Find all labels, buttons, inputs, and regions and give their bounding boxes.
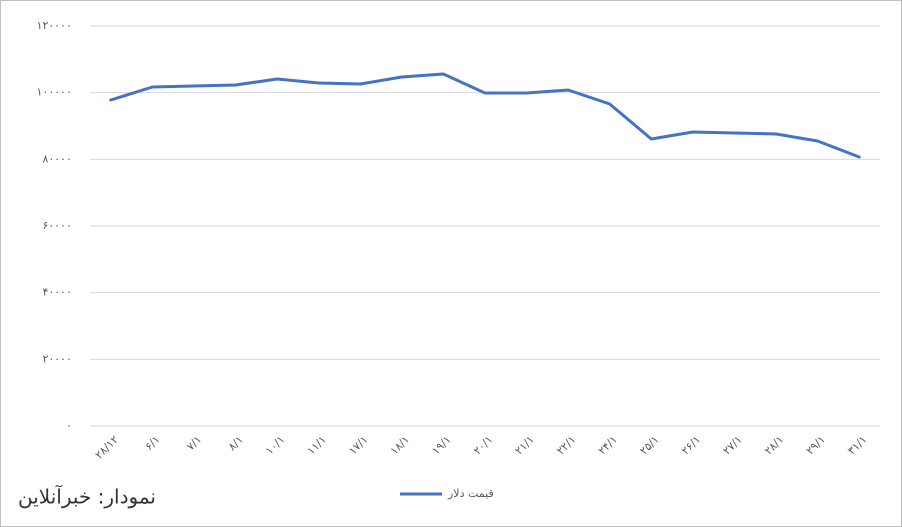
y-tick-label: ۱۲۰۰۰۰ xyxy=(37,19,72,32)
data-line xyxy=(109,72,861,159)
y-tick-label: ۶۰۰۰۰ xyxy=(42,219,72,232)
y-tick-label: ۰ xyxy=(66,419,72,432)
y-tick-label: ۲۰۰۰۰ xyxy=(42,352,72,365)
y-tick-label: ۸۰۰۰۰ xyxy=(42,152,72,165)
y-tick-label: ۱۰۰۰۰۰ xyxy=(37,86,72,99)
y-tick-label: ۴۰۰۰۰ xyxy=(42,286,72,299)
legend-label: قیمت دلار xyxy=(447,487,494,500)
source-note: نمودار: خبرآنلاین xyxy=(18,484,156,509)
